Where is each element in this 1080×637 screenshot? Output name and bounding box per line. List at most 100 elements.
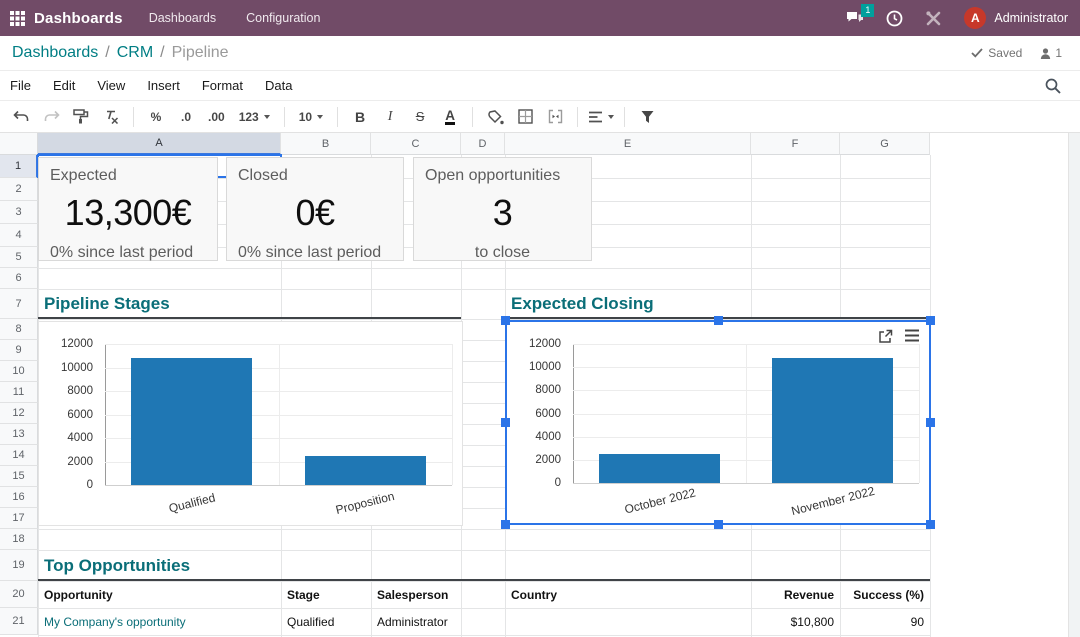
- tools-icon[interactable]: [925, 10, 942, 27]
- font-size-selector[interactable]: 10: [295, 105, 327, 129]
- table-cell[interactable]: [505, 608, 751, 635]
- format-percent-button[interactable]: %: [144, 105, 168, 129]
- kpi-card-open-opportunities[interactable]: Open opportunities 3 to close: [413, 157, 592, 261]
- table-header-cell[interactable]: Stage: [281, 581, 371, 608]
- kpi-card-closed[interactable]: Closed 0€ 0% since last period: [226, 157, 404, 261]
- chart-menu-icon[interactable]: [904, 329, 920, 344]
- topbar-menu-configuration[interactable]: Configuration: [246, 11, 320, 25]
- strikethrough-button[interactable]: S: [408, 105, 432, 129]
- row-header-11[interactable]: 11: [0, 382, 38, 403]
- kpi-card-expected[interactable]: Expected 13,300€ 0% since last period: [38, 157, 218, 261]
- top-opportunities-heading[interactable]: Top Opportunities: [38, 550, 338, 581]
- table-cell[interactable]: $10,800: [751, 608, 840, 635]
- scrollbar-gutter[interactable]: [1068, 133, 1080, 637]
- resize-handle-mid-left[interactable]: [501, 418, 510, 427]
- app-title[interactable]: Dashboards: [34, 10, 123, 27]
- resize-handle-bottom-left[interactable]: [501, 520, 510, 529]
- decrease-decimal-button[interactable]: .0: [174, 105, 198, 129]
- table-header-cell[interactable]: Opportunity: [38, 581, 281, 608]
- table-cell[interactable]: 90: [840, 608, 930, 635]
- row-header-15[interactable]: 15: [0, 466, 38, 487]
- column-header-B[interactable]: B: [281, 133, 371, 155]
- search-icon[interactable]: [1044, 77, 1062, 95]
- row-header-18[interactable]: 18: [0, 529, 38, 550]
- resize-handle-mid-right[interactable]: [926, 418, 935, 427]
- chart-bar-november-2022[interactable]: [772, 358, 893, 483]
- expected-closing-chart[interactable]: 020004000600080001000012000October 2022N…: [505, 320, 931, 525]
- horizontal-align-button[interactable]: [588, 105, 614, 129]
- chart-bar-proposition[interactable]: [305, 456, 426, 485]
- bold-button[interactable]: B: [348, 105, 372, 129]
- table-header-cell[interactable]: Revenue: [751, 581, 840, 608]
- row-header-5[interactable]: 5: [0, 247, 38, 268]
- resize-handle-top-right[interactable]: [926, 316, 935, 325]
- messages-icon[interactable]: 1: [846, 11, 864, 25]
- table-header-cell[interactable]: Salesperson: [371, 581, 461, 608]
- more-formats-button[interactable]: 123: [235, 105, 274, 129]
- pipeline-stages-chart[interactable]: 020004000600080001000012000QualifiedProp…: [38, 321, 463, 526]
- pipeline-stages-heading[interactable]: Pipeline Stages: [38, 289, 278, 319]
- menu-view[interactable]: View: [97, 78, 125, 93]
- borders-icon[interactable]: [513, 105, 537, 129]
- table-cell[interactable]: Administrator: [371, 608, 461, 635]
- row-header-19[interactable]: 19: [0, 550, 38, 581]
- menu-file[interactable]: File: [10, 78, 31, 93]
- increase-decimal-button[interactable]: .00: [204, 105, 229, 129]
- menu-format[interactable]: Format: [202, 78, 243, 93]
- merge-cells-icon[interactable]: [543, 105, 567, 129]
- table-header-cell[interactable]: Success (%): [840, 581, 930, 608]
- resize-handle-bottom-right[interactable]: [926, 520, 935, 529]
- column-header-G[interactable]: G: [840, 133, 930, 155]
- row-header-16[interactable]: 16: [0, 487, 38, 508]
- column-header-D[interactable]: D: [461, 133, 505, 155]
- row-header-8[interactable]: 8: [0, 319, 38, 340]
- clear-format-icon[interactable]: [99, 105, 123, 129]
- table-cell[interactable]: Qualified: [281, 608, 371, 635]
- redo-button[interactable]: [39, 105, 63, 129]
- table-header-cell[interactable]: Country: [505, 581, 751, 608]
- resize-handle-bottom-mid[interactable]: [714, 520, 723, 529]
- resize-handle-top-mid[interactable]: [714, 316, 723, 325]
- user-name[interactable]: Administrator: [994, 11, 1068, 25]
- breadcrumb-dashboards[interactable]: Dashboards: [12, 44, 98, 62]
- row-header-6[interactable]: 6: [0, 268, 38, 289]
- italic-button[interactable]: I: [378, 105, 402, 129]
- open-record-icon[interactable]: [878, 329, 893, 344]
- undo-button[interactable]: [9, 105, 33, 129]
- column-header-F[interactable]: F: [751, 133, 840, 155]
- paint-format-icon[interactable]: [69, 105, 93, 129]
- row-header-3[interactable]: 3: [0, 201, 38, 224]
- menu-data[interactable]: Data: [265, 78, 292, 93]
- column-header-E[interactable]: E: [505, 133, 751, 155]
- row-header-4[interactable]: 4: [0, 224, 38, 247]
- row-header-12[interactable]: 12: [0, 403, 38, 424]
- grid-corner-cell[interactable]: [0, 133, 38, 155]
- column-header-A[interactable]: A: [38, 133, 281, 155]
- row-header-10[interactable]: 10: [0, 361, 38, 382]
- resize-handle-top-left[interactable]: [501, 316, 510, 325]
- breadcrumb-crm[interactable]: CRM: [117, 44, 153, 62]
- topbar-menu-dashboards[interactable]: Dashboards: [149, 11, 216, 25]
- row-header-13[interactable]: 13: [0, 424, 38, 445]
- fill-color-icon[interactable]: [483, 105, 507, 129]
- chart-bar-qualified[interactable]: [131, 358, 252, 485]
- row-header-17[interactable]: 17: [0, 508, 38, 529]
- user-avatar[interactable]: A: [964, 7, 986, 29]
- filter-icon[interactable]: [635, 105, 659, 129]
- row-header-14[interactable]: 14: [0, 445, 38, 466]
- row-header-21[interactable]: 21: [0, 608, 38, 635]
- column-header-C[interactable]: C: [371, 133, 461, 155]
- table-cell[interactable]: My Company's opportunity: [38, 608, 281, 635]
- row-header-7[interactable]: 7: [0, 289, 38, 319]
- menu-edit[interactable]: Edit: [53, 78, 75, 93]
- menu-insert[interactable]: Insert: [147, 78, 180, 93]
- row-header-2[interactable]: 2: [0, 178, 38, 201]
- chart-bar-october-2022[interactable]: [599, 454, 720, 483]
- row-header-1[interactable]: 1: [0, 155, 38, 178]
- activities-clock-icon[interactable]: [886, 10, 903, 27]
- row-header-9[interactable]: 9: [0, 340, 38, 361]
- row-header-20[interactable]: 20: [0, 581, 38, 608]
- text-color-button[interactable]: A: [445, 109, 455, 125]
- apps-grid-icon[interactable]: [0, 11, 34, 26]
- expected-closing-heading[interactable]: Expected Closing: [505, 289, 745, 319]
